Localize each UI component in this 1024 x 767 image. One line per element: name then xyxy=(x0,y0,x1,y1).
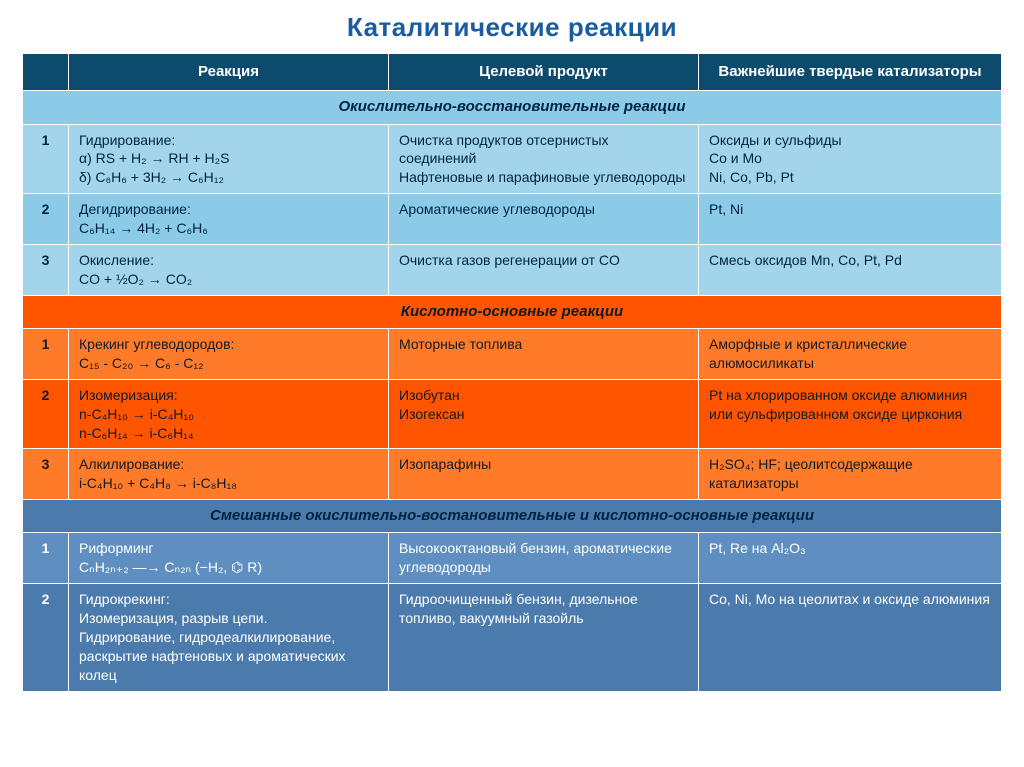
cell-reaction: Гидрокрекинг:Изомеризация, разрыв цепи.Г… xyxy=(69,584,389,691)
cell-product: ИзобутанИзогексан xyxy=(389,379,699,449)
cell-reaction: РиформингCₙH₂ₙ₊₂ —→ Cₙ₂ₙ (−H₂, ⌬ R) xyxy=(69,533,389,584)
table-row: 1РиформингCₙH₂ₙ₊₂ —→ Cₙ₂ₙ (−H₂, ⌬ R)Высо… xyxy=(23,533,1002,584)
cell-catalysts: Pt, Ni xyxy=(699,194,1002,245)
row-number: 2 xyxy=(23,584,69,691)
cell-reaction: Гидрирование:α) RS + H₂ → RH + H₂Sδ) C₆H… xyxy=(69,124,389,194)
table-row: 2Изомеризация:n-C₄H₁₀ → i-C₄H₁₀n-C₆H₁₄ →… xyxy=(23,379,1002,449)
table-row: 3Окисление:CO + ½O₂ → CO₂Очистка газов р… xyxy=(23,244,1002,295)
section-header: Кислотно-основные реакции xyxy=(23,295,1002,328)
section-header: Смешанные окислительно-востановительные … xyxy=(23,500,1002,533)
cell-reaction: Окисление:CO + ½O₂ → CO₂ xyxy=(69,244,389,295)
cell-product: Ароматические углеводороды xyxy=(389,194,699,245)
cell-catalysts: Аморфные и кристаллические алюмосиликаты xyxy=(699,328,1002,379)
cell-product: Гидроочищенный бензин, дизельное топливо… xyxy=(389,584,699,691)
section-header: Окислительно-восстановительные реакции xyxy=(23,91,1002,124)
row-number: 1 xyxy=(23,533,69,584)
header-product: Целевой продукт xyxy=(389,54,699,91)
cell-catalysts: Pt, Re на Al₂O₃ xyxy=(699,533,1002,584)
table-row: 1Крекинг углеводородов:C₁₅ - C₂₀ → C₆ - … xyxy=(23,328,1002,379)
page-title: Каталитические реакции xyxy=(22,12,1002,43)
row-number: 3 xyxy=(23,449,69,500)
row-number: 3 xyxy=(23,244,69,295)
cell-reaction: Крекинг углеводородов:C₁₅ - C₂₀ → C₆ - C… xyxy=(69,328,389,379)
cell-catalysts: Смесь оксидов Mn, Co, Pt, Pd xyxy=(699,244,1002,295)
header-blank xyxy=(23,54,69,91)
row-number: 2 xyxy=(23,379,69,449)
cell-catalysts: Co, Ni, Mo на цеолитах и оксиде алюминия xyxy=(699,584,1002,691)
reactions-table: Реакция Целевой продукт Важнейшие тверды… xyxy=(22,53,1002,692)
cell-product: Очистка продуктов отсернистых соединений… xyxy=(389,124,699,194)
header-row: Реакция Целевой продукт Важнейшие тверды… xyxy=(23,54,1002,91)
header-catalysts: Важнейшие твердые катализаторы xyxy=(699,54,1002,91)
cell-reaction: Дегидрирование:C₆H₁₄ → 4H₂ + C₆H₆ xyxy=(69,194,389,245)
cell-reaction: Алкилирование:i-C₄H₁₀ + C₄H₈ → i-C₈H₁₈ xyxy=(69,449,389,500)
row-number: 1 xyxy=(23,328,69,379)
cell-catalysts: H₂SO₄; HF; цеолитсодержащие катализаторы xyxy=(699,449,1002,500)
cell-catalysts: Pt на хлорированном оксиде алюминия или … xyxy=(699,379,1002,449)
cell-catalysts: Оксиды и сульфидыCo и MoNi, Co, Pb, Pt xyxy=(699,124,1002,194)
table-row: 2Дегидрирование:C₆H₁₄ → 4H₂ + C₆H₆Аромат… xyxy=(23,194,1002,245)
cell-reaction: Изомеризация:n-C₄H₁₀ → i-C₄H₁₀n-C₆H₁₄ → … xyxy=(69,379,389,449)
cell-product: Очистка газов регенерации от CO xyxy=(389,244,699,295)
table-row: 2Гидрокрекинг:Изомеризация, разрыв цепи.… xyxy=(23,584,1002,691)
row-number: 1 xyxy=(23,124,69,194)
row-number: 2 xyxy=(23,194,69,245)
cell-product: Изопарафины xyxy=(389,449,699,500)
cell-product: Высокооктановый бензин, ароматические уг… xyxy=(389,533,699,584)
header-reaction: Реакция xyxy=(69,54,389,91)
cell-product: Моторные топлива xyxy=(389,328,699,379)
table-row: 1Гидрирование:α) RS + H₂ → RH + H₂Sδ) C₆… xyxy=(23,124,1002,194)
table-row: 3Алкилирование:i-C₄H₁₀ + C₄H₈ → i-C₈H₁₈И… xyxy=(23,449,1002,500)
